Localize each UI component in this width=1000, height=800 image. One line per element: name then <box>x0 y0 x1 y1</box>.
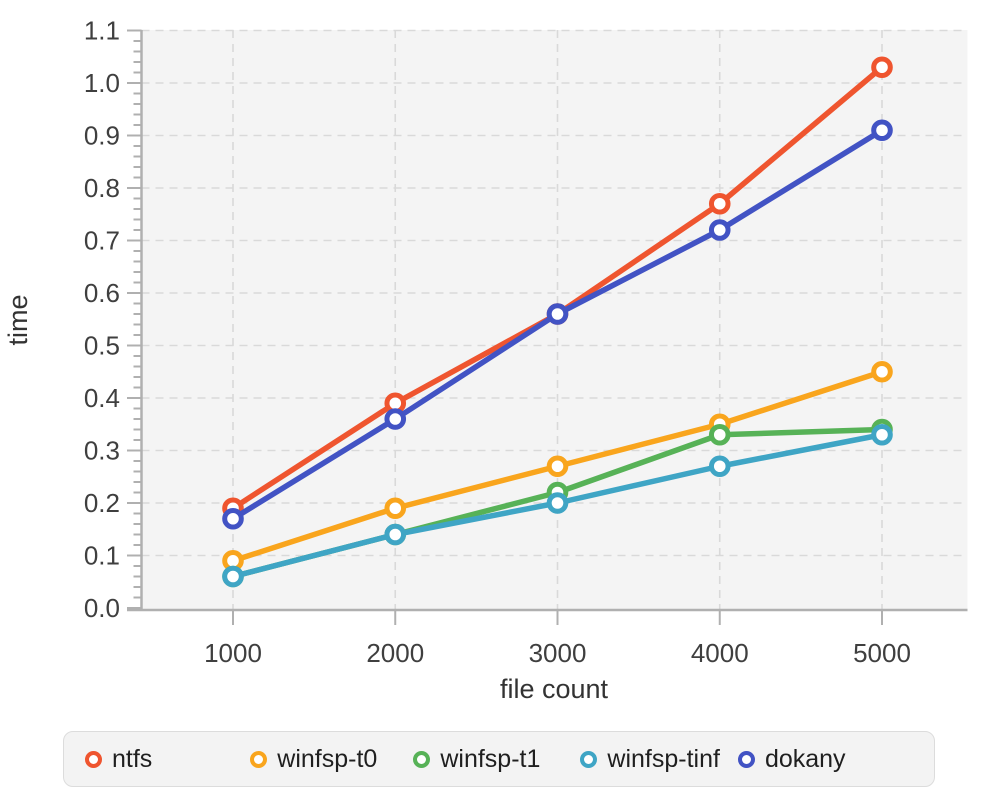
y-tick-label: 0.8 <box>84 173 120 203</box>
x-axis-title: file count <box>500 674 609 704</box>
marker-winfsp-t0 <box>546 455 569 478</box>
y-tick-label: 0.6 <box>84 278 120 308</box>
x-tick-label: 3000 <box>529 638 587 668</box>
y-tick-label: 0.0 <box>84 593 120 623</box>
y-tick-label: 0.9 <box>84 121 120 151</box>
y-axis-title: time <box>3 294 33 345</box>
series-winfsp-tinf <box>222 423 893 588</box>
y-tick-label: 0.2 <box>84 488 120 518</box>
chart-legend: ntfs winfsp-t0 winfsp-t1 winfsp-tinf dokany <box>63 731 935 787</box>
line-chart: 1000 2000 3000 4000 5000 0.0 0.1 0.2 0.3 0.4 0.5 0.… <box>3 16 968 704</box>
marker-winfsp-t1 <box>708 423 731 446</box>
y-tick-label: 0.1 <box>84 541 120 571</box>
legend-label: winfsp-t0 <box>277 744 378 773</box>
marker-dokany <box>871 119 893 142</box>
marker-winfsp-t0 <box>384 497 407 520</box>
y-tick-label: 1.1 <box>84 16 120 46</box>
marker-winfsp-tinf <box>708 455 731 478</box>
legend-item-ntfs[interactable]: ntfs <box>85 745 152 774</box>
x-tick-label: 1000 <box>204 638 262 668</box>
x-tick-label: 5000 <box>853 638 911 668</box>
legend-marker-icon <box>85 750 102 768</box>
legend-label: dokany <box>764 744 846 773</box>
marker-dokany <box>708 219 731 241</box>
marker-winfsp-tinf <box>871 423 893 446</box>
series-layer <box>222 56 893 588</box>
legend-marker-icon <box>250 750 268 768</box>
y-tick-label: 0.5 <box>84 331 120 361</box>
y-tick-label: 0.7 <box>84 226 120 256</box>
marker-winfsp-tinf <box>222 565 244 588</box>
legend-label: winfsp-tinf <box>607 744 720 773</box>
marker-dokany <box>222 507 244 530</box>
marker-winfsp-tinf <box>546 492 569 514</box>
x-tick-label: 4000 <box>691 638 749 668</box>
legend-label: winfsp-t1 <box>440 744 541 773</box>
marker-ntfs <box>871 56 893 79</box>
marker-winfsp-t0 <box>871 360 893 383</box>
y-tick-label: 0.3 <box>84 436 120 466</box>
legend-marker-icon <box>580 750 598 768</box>
legend-item-winfsp-t1[interactable]: winfsp-t1 <box>413 745 540 774</box>
marker-winfsp-tinf <box>384 523 407 546</box>
series-dokany <box>222 119 893 530</box>
legend-item-dokany[interactable]: dokany <box>737 744 846 774</box>
legend-marker-icon <box>737 750 755 768</box>
axes-layer: 1000 2000 3000 4000 5000 0.0 0.1 0.2 0.3 0.4 0.5 0.… <box>84 16 968 668</box>
marker-dokany <box>384 408 407 430</box>
legend-label: ntfs <box>112 744 153 773</box>
y-tick-label: 1.0 <box>84 68 120 98</box>
legend-item-winfsp-tinf[interactable]: winfsp-tinf <box>580 745 720 774</box>
x-tick-label: 2000 <box>366 638 424 668</box>
chart-canvas: 1000 2000 3000 4000 5000 0.0 0.1 0.2 0.3 0.4 0.5 0.… <box>3 16 968 704</box>
marker-dokany <box>546 303 569 325</box>
legend-marker-icon <box>413 750 431 768</box>
marker-ntfs <box>708 192 731 215</box>
y-tick-label: 0.4 <box>84 383 120 413</box>
legend-item-winfsp-t0[interactable]: winfsp-t0 <box>250 745 377 774</box>
